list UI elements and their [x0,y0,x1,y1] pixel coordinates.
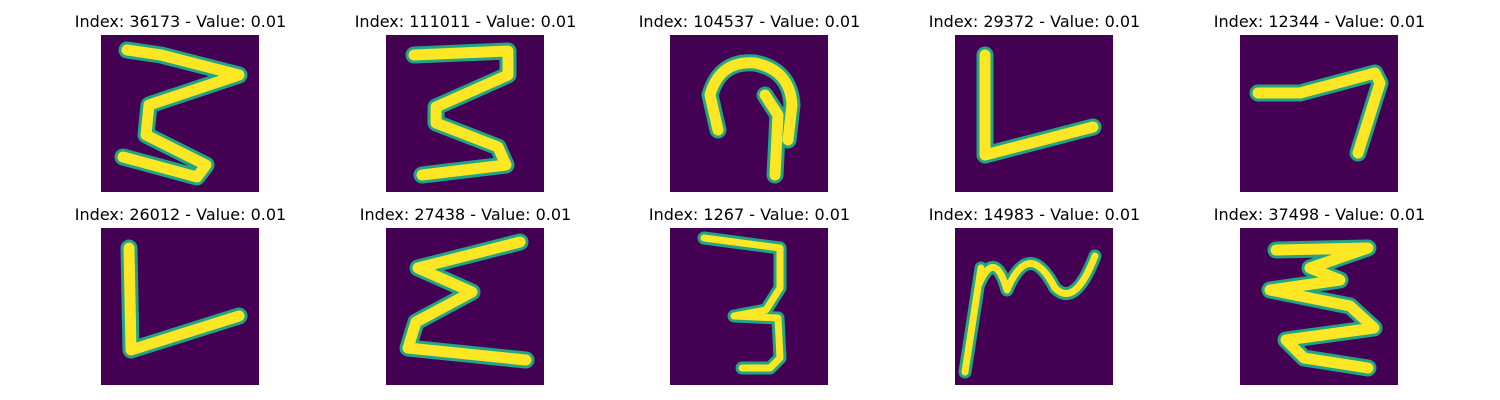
panel-title: Index: 27438 - Value: 0.01 [359,205,572,224]
panel-title: Index: 14983 - Value: 0.01 [928,205,1141,224]
panel-title: Index: 29372 - Value: 0.01 [928,12,1141,31]
panel-title: Index: 26012 - Value: 0.01 [74,205,287,224]
digit-panel: Index: 37498 - Value: 0.01 [1177,193,1462,385]
digit-image [386,35,544,192]
digit-image [101,35,259,192]
digit-panel: Index: 36173 - Value: 0.01 [38,0,323,192]
digit-image [670,35,828,192]
digit-image [955,35,1113,192]
panel-title: Index: 1267 - Value: 0.01 [648,205,851,224]
digit-panel: Index: 12344 - Value: 0.01 [1177,0,1462,192]
digit-image [1240,35,1398,192]
digit-image [670,228,828,385]
digit-image [955,228,1113,385]
digit-image [1240,228,1398,385]
digit-panel: Index: 104537 - Value: 0.01 [607,0,892,192]
digit-image [101,228,259,385]
panel-title: Index: 36173 - Value: 0.01 [74,12,287,31]
digit-panel: Index: 111011 - Value: 0.01 [323,0,608,192]
panel-title: Index: 37498 - Value: 0.01 [1213,205,1426,224]
digit-panel: Index: 1267 - Value: 0.01 [607,193,892,385]
panel-title: Index: 12344 - Value: 0.01 [1213,12,1426,31]
digit-panel: Index: 27438 - Value: 0.01 [323,193,608,385]
digit-panel: Index: 14983 - Value: 0.01 [892,193,1177,385]
panel-title: Index: 104537 - Value: 0.01 [638,12,861,31]
digit-image [386,228,544,385]
panel-title: Index: 111011 - Value: 0.01 [354,12,577,31]
digit-panel: Index: 29372 - Value: 0.01 [892,0,1177,192]
digit-panel: Index: 26012 - Value: 0.01 [38,193,323,385]
